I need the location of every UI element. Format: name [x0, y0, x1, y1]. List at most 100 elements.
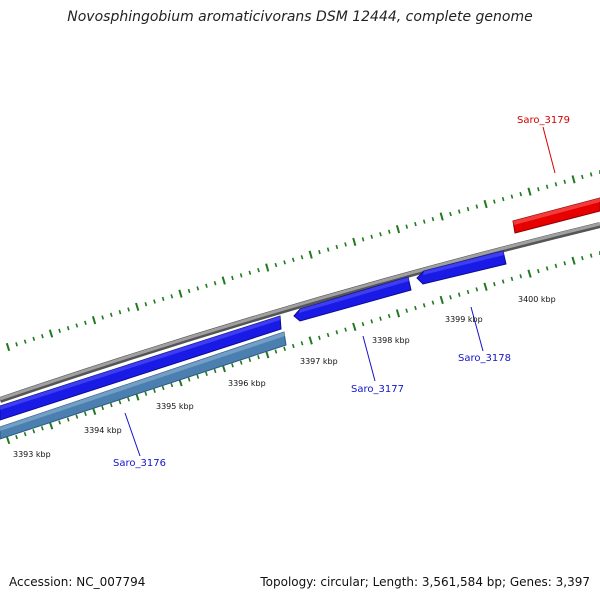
gene-feature-saro-3178[interactable] — [416, 250, 507, 285]
outer-ring-major-tick — [352, 237, 357, 246]
scale-label-3393: 3393 kbp — [13, 450, 51, 459]
outer-ring-minor-tick — [58, 328, 61, 333]
outer-ring-major-tick — [483, 199, 488, 209]
scale-label-3397: 3397 kbp — [300, 357, 338, 366]
inner-ring-minor-tick — [187, 377, 191, 382]
inner-ring-minor-tick — [501, 279, 505, 284]
inner-ring-minor-tick — [589, 253, 593, 258]
inner-ring-major-tick — [439, 295, 444, 305]
outer-ring-minor-tick — [205, 283, 208, 288]
outer-ring-minor-tick — [239, 273, 243, 278]
outer-ring-major-tick — [527, 187, 532, 196]
inner-ring-minor-tick — [449, 295, 452, 300]
outer-ring-minor-tick — [537, 187, 540, 192]
gene-label-saro-3178[interactable]: Saro_3178 — [458, 353, 511, 364]
inner-ring-minor-tick — [379, 316, 382, 321]
gene-label-saro-3177[interactable]: Saro_3177 — [351, 384, 404, 395]
inner-ring-minor-tick — [581, 255, 584, 261]
inner-ring-minor-tick — [300, 341, 304, 346]
inner-ring-minor-tick — [466, 289, 470, 295]
scale-labels: 3393 kbp 3394 kbp 3395 kbp 3396 kbp 3397… — [13, 295, 556, 459]
inner-ring-major-tick — [483, 282, 488, 291]
outer-ring-minor-tick — [15, 342, 18, 347]
outer-ring-minor-tick — [554, 182, 558, 187]
outer-ring-minor-tick — [291, 257, 295, 262]
outer-ring-minor-tick — [414, 221, 417, 227]
inner-ring-minor-tick — [257, 354, 260, 360]
outer-ring-major-tick — [135, 302, 140, 311]
inner-ring-minor-tick — [32, 429, 36, 434]
inner-ring-minor-tick — [161, 385, 165, 391]
gene-feature-saro-3176[interactable] — [0, 331, 287, 440]
gene-feature-saro-3179[interactable] — [512, 197, 600, 234]
outer-ring-minor-tick — [519, 191, 523, 197]
outer-ring-minor-tick — [379, 232, 382, 237]
gene-feature-saro-3177[interactable] — [293, 276, 412, 322]
outer-ring-major-tick — [265, 263, 270, 272]
outer-ring-minor-tick — [144, 302, 148, 307]
inner-ring-minor-tick — [457, 292, 461, 297]
outer-ring-major-tick — [439, 212, 444, 221]
outer-ring-minor-tick — [493, 199, 496, 204]
outer-ring-minor-tick — [326, 247, 330, 252]
inner-ring-minor-tick — [431, 300, 435, 305]
inner-ring-major-tick — [352, 322, 357, 331]
inner-ring-minor-tick — [66, 417, 70, 422]
outer-ring-minor-tick — [75, 323, 79, 328]
outer-tick-ring — [5, 170, 600, 352]
inner-ring-minor-tick — [127, 397, 130, 402]
outer-ring-major-tick — [395, 225, 401, 234]
inner-ring-major-tick — [571, 256, 576, 265]
inner-tick-ring — [5, 251, 600, 445]
inner-ring-minor-tick — [563, 261, 567, 266]
genome-backbone — [0, 222, 600, 403]
topology-text: Topology: circular; Length: 3,561,584 bp… — [260, 575, 590, 589]
outer-ring-minor-tick — [153, 299, 156, 304]
inner-ring-minor-tick — [510, 276, 514, 282]
accession-text: Accession: NC_007794 — [9, 575, 146, 589]
inner-ring-minor-tick — [239, 360, 243, 365]
gene-label-saro-3176[interactable]: Saro_3176 — [113, 458, 166, 469]
inner-ring-minor-tick — [84, 411, 87, 416]
outer-ring-minor-tick — [213, 281, 217, 286]
outer-ring-minor-tick — [361, 237, 365, 242]
genome-title: Novosphingobium aromaticivorans DSM 1244… — [67, 9, 533, 25]
outer-ring-minor-tick — [318, 249, 321, 255]
outer-ring-minor-tick — [431, 216, 435, 222]
outer-ring-minor-tick — [248, 270, 252, 275]
outer-ring-minor-tick — [335, 244, 339, 250]
outer-ring-minor-tick — [283, 260, 286, 265]
outer-ring-major-tick — [178, 289, 183, 298]
outer-ring-minor-tick — [457, 209, 461, 214]
gene-feature-blue-forward[interactable] — [0, 315, 282, 421]
outer-ring-minor-tick — [466, 206, 470, 212]
outer-ring-minor-tick — [66, 325, 70, 331]
label-callout-lines — [124, 126, 556, 457]
inner-ring-major-tick — [308, 336, 313, 345]
outer-ring-minor-tick — [545, 184, 549, 189]
inner-ring-minor-tick — [101, 405, 105, 411]
outer-ring-minor-tick — [109, 312, 113, 317]
outer-ring-minor-tick — [581, 174, 584, 180]
gene-label-saro-3179[interactable]: Saro_3179 — [517, 115, 570, 126]
inner-ring-minor-tick — [554, 263, 558, 269]
inner-ring-major-tick — [527, 269, 532, 278]
outer-ring-minor-tick — [563, 179, 567, 184]
inner-ring-minor-tick — [23, 431, 27, 437]
inner-ring-minor-tick — [370, 319, 374, 324]
outer-ring-minor-tick — [127, 307, 130, 312]
inner-ring-minor-tick — [493, 281, 496, 287]
outer-ring-minor-tick — [257, 267, 260, 273]
inner-ring-minor-tick — [344, 327, 347, 332]
outer-ring-minor-tick — [475, 204, 479, 209]
outer-ring-minor-tick — [32, 336, 36, 342]
outer-ring-major-tick — [308, 250, 313, 259]
inner-ring-minor-tick — [196, 374, 200, 379]
inner-ring-minor-tick — [144, 391, 148, 396]
scale-label-3399: 3399 kbp — [445, 315, 483, 324]
outer-ring-minor-tick — [170, 294, 174, 299]
inner-ring-minor-tick — [414, 305, 417, 311]
inner-ring-minor-tick — [387, 313, 391, 319]
inner-ring-minor-tick — [109, 402, 113, 408]
outer-ring-major-tick — [221, 276, 226, 285]
